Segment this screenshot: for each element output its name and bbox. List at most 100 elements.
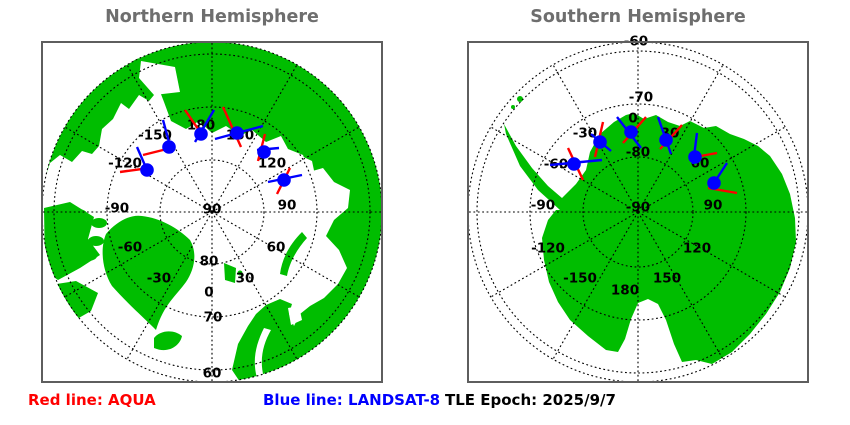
satellite-position-dot bbox=[162, 140, 176, 154]
satellite-position-dot bbox=[257, 145, 271, 159]
tle-epoch-label: TLE Epoch: 2025/9/7 bbox=[445, 391, 616, 409]
latitude-circle bbox=[106, 106, 318, 318]
satellite-position-dot bbox=[624, 125, 638, 139]
island bbox=[237, 270, 243, 276]
meridian-line bbox=[490, 126, 639, 213]
satellite-marker-group bbox=[267, 167, 303, 195]
graticule-label: -150 bbox=[563, 271, 597, 287]
island bbox=[235, 93, 241, 99]
meridian-line bbox=[126, 64, 213, 213]
meridian-line bbox=[490, 211, 639, 298]
island bbox=[63, 231, 83, 241]
graticule-label: 90 bbox=[704, 198, 723, 214]
satellite-marker-group bbox=[688, 132, 718, 165]
satellite-marker-group bbox=[656, 116, 683, 155]
southern-hemisphere-title: Southern Hemisphere bbox=[530, 7, 746, 27]
island bbox=[517, 96, 523, 102]
island bbox=[109, 228, 123, 238]
latitude-circle bbox=[529, 103, 747, 321]
graticule-label: -60 bbox=[118, 240, 142, 256]
meridian-line bbox=[637, 126, 786, 213]
graticule-label: 90 bbox=[278, 198, 297, 214]
latitude-circle bbox=[53, 53, 371, 371]
satellite-marker-group bbox=[214, 106, 264, 148]
satellite-marker-group bbox=[616, 116, 647, 149]
sea-area bbox=[295, 153, 316, 180]
satellite-marker-group bbox=[707, 162, 738, 195]
legend-red-line-aqua: Red line: AQUA bbox=[28, 391, 156, 409]
graticule-label: 70 bbox=[204, 310, 223, 326]
meridian-line bbox=[211, 64, 298, 213]
graticule-label: 90 bbox=[203, 202, 222, 218]
island bbox=[133, 58, 141, 66]
latitude-circle bbox=[476, 50, 800, 374]
landmass bbox=[280, 232, 307, 276]
graticule-label: -30 bbox=[573, 126, 597, 142]
sea-area bbox=[307, 237, 340, 278]
satellite-position-dot bbox=[194, 127, 208, 141]
meridian-line bbox=[211, 126, 360, 213]
graticule-label: -120 bbox=[108, 156, 142, 172]
island bbox=[69, 209, 87, 219]
island bbox=[226, 60, 232, 66]
graticule-label: 120 bbox=[683, 241, 711, 257]
map-border bbox=[467, 41, 809, 383]
meridian-line bbox=[64, 211, 213, 298]
southern-hemisphere-map: -60-700-30 30-80-60 60-90 90-90-120 120-150 1… bbox=[467, 34, 809, 383]
graticule-label: -90 bbox=[105, 201, 129, 217]
island bbox=[192, 75, 198, 81]
map-border bbox=[41, 41, 383, 383]
graticule-label: -80 bbox=[626, 145, 650, 161]
island bbox=[511, 105, 515, 109]
satellite-position-dot bbox=[277, 173, 291, 187]
latitude-circle bbox=[159, 159, 265, 265]
satellite-marker-group bbox=[184, 109, 216, 143]
satellite-position-dot bbox=[707, 176, 721, 190]
satellite-position-dot bbox=[688, 150, 702, 164]
graticule-label: 80 bbox=[200, 254, 219, 270]
landmass bbox=[224, 263, 236, 283]
graticule-label: -70 bbox=[629, 90, 653, 106]
meridian-line bbox=[211, 211, 360, 298]
satellite-marker-group bbox=[590, 121, 612, 158]
satellite-position-dot bbox=[567, 157, 581, 171]
island bbox=[50, 215, 66, 225]
graticule-label: 60 bbox=[267, 240, 286, 256]
sea-area bbox=[254, 328, 271, 378]
satellite-marker-group bbox=[256, 133, 280, 162]
graticule-label: 120 bbox=[258, 156, 286, 172]
meridian-line bbox=[637, 64, 724, 213]
landmass bbox=[154, 331, 182, 351]
sea-area bbox=[139, 61, 180, 95]
legend-blue-line-landsat8: Blue line: LANDSAT-8 bbox=[263, 391, 441, 409]
island bbox=[179, 63, 185, 69]
satellite-position-dot bbox=[659, 133, 673, 147]
satellite-position-dot bbox=[593, 135, 607, 149]
graticule-label: -90 bbox=[626, 200, 650, 216]
island bbox=[91, 218, 107, 228]
aqua-track-segment bbox=[221, 106, 243, 148]
graticule-label: -150 bbox=[138, 128, 172, 144]
graticule-label: 0 bbox=[628, 111, 637, 127]
sea-area bbox=[288, 306, 302, 325]
northern-hemisphere-title: Northern Hemisphere bbox=[105, 7, 319, 27]
graticule-label: -30 bbox=[147, 271, 171, 287]
island bbox=[125, 236, 135, 250]
island bbox=[104, 254, 118, 264]
latitude-circle bbox=[582, 156, 694, 268]
meridian-line bbox=[552, 211, 639, 360]
island bbox=[216, 52, 222, 58]
northern-hemisphere-map: 180-150150-120120-909090-6060-3030800706… bbox=[41, 41, 383, 383]
island bbox=[79, 251, 97, 261]
satellite-position-dot bbox=[230, 126, 244, 140]
graticule-label: 30 bbox=[236, 271, 255, 287]
graticule-label: 180 bbox=[611, 283, 639, 299]
meridian-line bbox=[637, 211, 786, 298]
island bbox=[132, 255, 142, 267]
island bbox=[88, 236, 104, 246]
graticule-label: -90 bbox=[531, 198, 555, 214]
landmass bbox=[46, 41, 383, 380]
meridian-line bbox=[637, 211, 724, 360]
satellite-position-dot bbox=[140, 163, 154, 177]
